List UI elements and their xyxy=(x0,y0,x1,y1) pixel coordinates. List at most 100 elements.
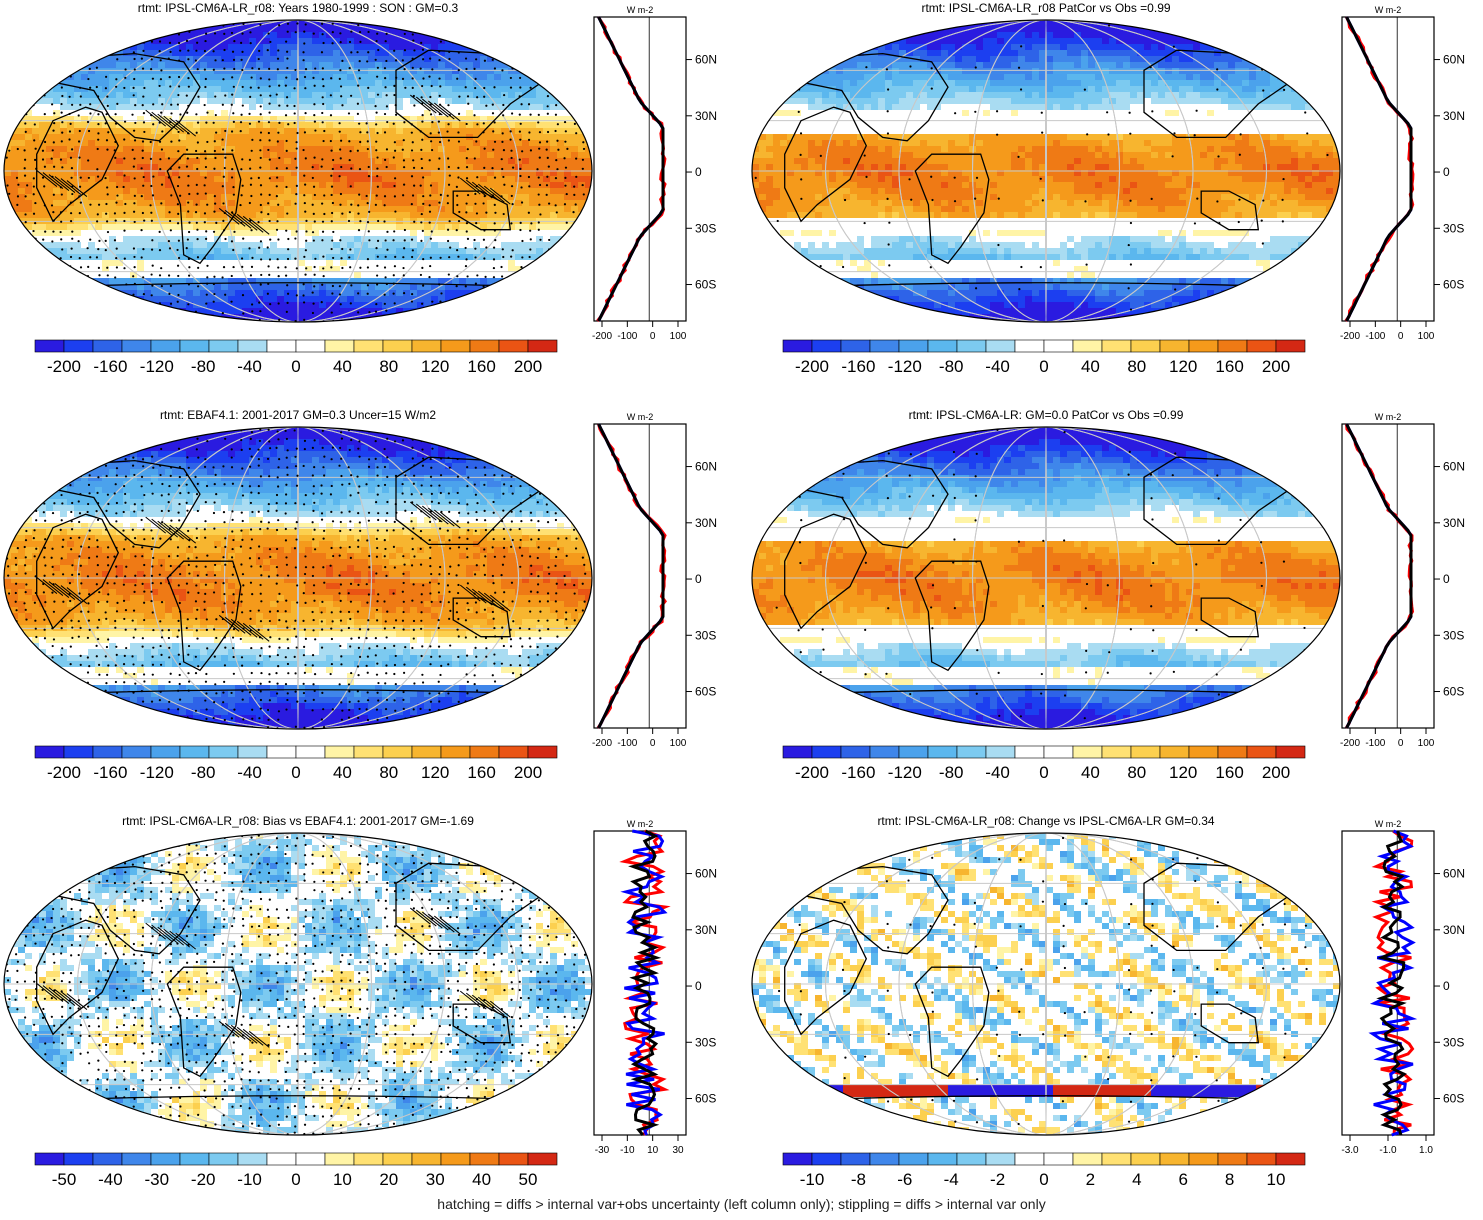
profile-frame xyxy=(594,17,686,321)
colorbar-tick-label: 2 xyxy=(1086,1170,1095,1189)
colorbar-tick-label: 160 xyxy=(467,357,495,376)
colorbar-tick-label: -20 xyxy=(191,1170,216,1189)
profile-ytick-label: 0 xyxy=(695,979,702,993)
colorbar-bin xyxy=(957,1153,986,1165)
colorbar-bin xyxy=(1276,746,1305,758)
colorbar-bin xyxy=(528,1153,557,1165)
profile-series-line xyxy=(1347,17,1411,321)
colorbar-tick-label: -10 xyxy=(800,1170,825,1189)
profile-series-line xyxy=(1347,424,1411,728)
colorbar-tick-label: 40 xyxy=(333,763,352,782)
colorbar-bin xyxy=(122,340,151,352)
colorbar-tick-label: 160 xyxy=(467,763,495,782)
panel-bias: rtmt: IPSL-CM6A-LR_r08: Bias vs EBAF4.1:… xyxy=(4,814,717,1189)
colorbar-bin xyxy=(986,340,1015,352)
colorbar-tick-label: 200 xyxy=(1262,763,1290,782)
colorbar-tick-label: 80 xyxy=(379,763,398,782)
profile-ytick-label: 60N xyxy=(695,867,717,881)
colorbar-bin xyxy=(870,746,899,758)
profile-frame xyxy=(1342,424,1434,728)
profile-ytick-label: 60S xyxy=(1443,1092,1464,1106)
colorbar-bin xyxy=(1073,340,1102,352)
colorbar-bin xyxy=(1073,746,1102,758)
colorbar-bin xyxy=(1102,746,1131,758)
colorbar-tick-label: -2 xyxy=(990,1170,1005,1189)
colorbar-bin xyxy=(441,1153,470,1165)
colorbar-bin xyxy=(180,340,209,352)
panel-title: rtmt: EBAF4.1: 2001-2017 GM=0.3 Uncer=15… xyxy=(160,408,436,422)
panel-model-mean: rtmt: IPSL-CM6A-LR_r08: Years 1980-1999 … xyxy=(4,1,717,376)
colorbar-tick-label: 80 xyxy=(1127,357,1146,376)
profile-series-line xyxy=(1346,424,1412,728)
colorbar-tick-label: 200 xyxy=(1262,357,1290,376)
colorbar-bin xyxy=(151,746,180,758)
profile-ytick-label: 60N xyxy=(695,53,717,67)
profile-xtick-label: 30 xyxy=(672,1145,684,1156)
colorbar-tick-label: -200 xyxy=(47,357,81,376)
profile-ytick-label: 60S xyxy=(1443,278,1464,292)
profile-unit: W m-2 xyxy=(1375,412,1402,422)
colorbar-tick-label: -8 xyxy=(851,1170,866,1189)
panel-title: rtmt: IPSL-CM6A-LR_r08: Change vs IPSL-C… xyxy=(877,814,1214,828)
colorbar-bin xyxy=(470,340,499,352)
colorbar-tick-label: -200 xyxy=(47,763,81,782)
colorbar-bin xyxy=(1015,340,1044,352)
profile-unit: W m-2 xyxy=(627,819,654,829)
profile-xtick-label: 100 xyxy=(670,331,687,342)
colorbar-bin xyxy=(296,746,325,758)
colorbar-tick-label: 0 xyxy=(1039,763,1048,782)
colorbar-tick-label: -120 xyxy=(888,763,922,782)
colorbar-bin xyxy=(957,340,986,352)
profile-ytick-label: 0 xyxy=(1443,165,1450,179)
colorbar-bin xyxy=(296,340,325,352)
colorbar-tick-label: -6 xyxy=(897,1170,912,1189)
colorbar-tick-label: 40 xyxy=(1081,763,1100,782)
colorbar-bin xyxy=(1276,340,1305,352)
colorbar-bin xyxy=(1102,340,1131,352)
colorbar-bin xyxy=(899,340,928,352)
figure-caption: hatching = diffs > internal var+obs unce… xyxy=(0,1196,1483,1212)
colorbar-bin xyxy=(1160,1153,1189,1165)
colorbar-bin xyxy=(1073,1153,1102,1165)
profile-unit: W m-2 xyxy=(1375,819,1402,829)
colorbar-bin xyxy=(812,1153,841,1165)
colorbar-bin xyxy=(470,1153,499,1165)
colorbar-bin xyxy=(151,340,180,352)
colorbar-bin xyxy=(899,746,928,758)
colorbar-tick-label: 10 xyxy=(333,1170,352,1189)
colorbar-bin xyxy=(986,1153,1015,1165)
colorbar-bin xyxy=(1015,746,1044,758)
profile-xtick-label: 0 xyxy=(1398,331,1404,342)
profile-series-line xyxy=(599,17,663,321)
colorbar-tick-label: 200 xyxy=(514,763,542,782)
colorbar-tick-label: -120 xyxy=(140,763,174,782)
colorbar-bin xyxy=(354,1153,383,1165)
colorbar-tick-label: -160 xyxy=(841,763,875,782)
colorbar-bin xyxy=(499,340,528,352)
profile-ytick-label: 30N xyxy=(1443,516,1465,530)
colorbar-bin xyxy=(1218,1153,1247,1165)
profile-xtick-label: 100 xyxy=(670,738,687,749)
colorbar-tick-label: -160 xyxy=(841,357,875,376)
colorbar-tick-label: 120 xyxy=(421,763,449,782)
profile-ytick-label: 30S xyxy=(1443,221,1464,235)
panel-title: rtmt: IPSL-CM6A-LR: GM=0.0 PatCor vs Obs… xyxy=(909,408,1184,422)
colorbar-tick-label: -40 xyxy=(237,763,262,782)
profile-ytick-label: 60S xyxy=(695,1092,716,1106)
colorbar-tick-label: 20 xyxy=(379,1170,398,1189)
profile-xtick-label: -100 xyxy=(1365,331,1385,342)
colorbar-bin xyxy=(64,1153,93,1165)
panel-title: rtmt: IPSL-CM6A-LR_r08: Years 1980-1999 … xyxy=(138,1,459,15)
colorbar-bin xyxy=(267,340,296,352)
profile-xtick-label: 10 xyxy=(647,1145,659,1156)
colorbar-bin xyxy=(35,1153,64,1165)
colorbar-tick-label: 0 xyxy=(291,357,300,376)
colorbar-bin xyxy=(1160,340,1189,352)
colorbar-bin xyxy=(441,340,470,352)
